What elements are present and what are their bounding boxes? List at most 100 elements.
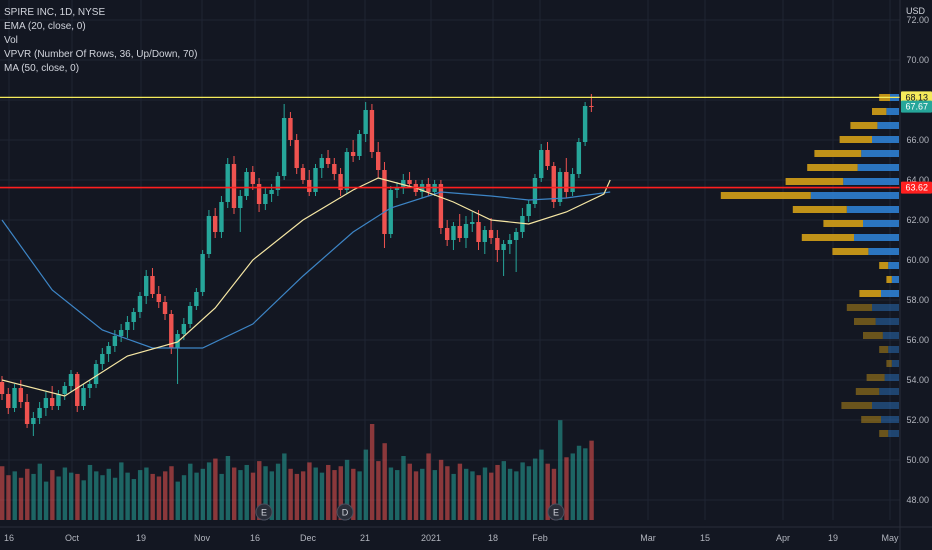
candle-body	[495, 238, 500, 250]
volume-bar	[6, 475, 11, 520]
vpvr-down-bar	[841, 402, 872, 409]
volume-bar	[94, 471, 99, 520]
volume-bar	[231, 467, 237, 520]
time-tick-label: 19	[136, 533, 146, 543]
candle-body	[275, 176, 281, 190]
price-tick-label: 58.00	[906, 295, 929, 305]
vpvr-down-bar	[832, 248, 869, 255]
candlesticks	[0, 94, 594, 436]
candle-body	[81, 388, 86, 406]
vpvr-down-bar	[879, 262, 889, 269]
last-price-tag: 67.67	[905, 102, 928, 112]
vpvr-up-bar	[881, 416, 899, 423]
price-tick-label: 66.00	[906, 135, 929, 145]
volume-bar	[551, 468, 557, 520]
vpvr-up-bar	[877, 122, 899, 129]
ma-label[interactable]: MA (50, close, 0)	[4, 63, 80, 74]
volume-bar	[181, 475, 187, 520]
candle-body	[219, 202, 224, 232]
symbol-title[interactable]: SPIRE INC, 1D, NYSE	[4, 7, 106, 18]
candle-body	[93, 364, 99, 384]
candle-body	[451, 226, 456, 240]
vpvr-up-bar	[846, 206, 899, 213]
volume-bar	[470, 471, 475, 520]
candle-body	[589, 106, 594, 107]
currency-label[interactable]: USD	[906, 6, 926, 16]
volume-bar	[269, 471, 275, 520]
time-tick-label: 16	[4, 533, 14, 543]
vpvr-up-bar	[810, 192, 899, 199]
candle-body	[300, 168, 306, 180]
volume-bar	[56, 476, 61, 520]
candle-body	[144, 276, 149, 296]
volume-bar	[225, 456, 231, 520]
candle-body	[294, 140, 299, 168]
vpvr-up-bar	[884, 374, 899, 381]
candle-body	[551, 166, 556, 202]
vpvr-label[interactable]: VPVR (Number Of Rows, 36, Up/Down, 70)	[4, 49, 198, 60]
volume-bar	[106, 468, 111, 520]
candle-body	[250, 172, 255, 184]
volume-bar	[275, 463, 281, 520]
candle-body	[438, 184, 444, 228]
grid	[0, 0, 900, 520]
volume-bar	[388, 467, 394, 520]
volume-bar	[420, 468, 425, 520]
volume-bar	[87, 464, 93, 520]
volume-bar	[294, 473, 300, 520]
candle-body	[256, 184, 262, 204]
vpvr-down-bar	[720, 192, 811, 199]
ema-label[interactable]: EMA (20, close, 0)	[4, 21, 86, 32]
time-tick-label: Dec	[300, 533, 317, 543]
vpvr-up-bar	[888, 430, 899, 437]
candle-body	[112, 336, 118, 346]
volume-bar	[31, 473, 36, 520]
volume-bar	[407, 463, 412, 520]
candle-body	[338, 174, 343, 190]
time-tick-label: Feb	[532, 533, 548, 543]
event-marker-label: E	[261, 508, 267, 518]
candle-body	[175, 334, 180, 348]
candle-body	[231, 164, 237, 208]
candle-body	[363, 110, 368, 134]
price-axis: 72.0070.0068.0066.0064.0062.0060.0058.00…	[899, 0, 932, 550]
vpvr-down-bar	[839, 136, 872, 143]
candle-body	[37, 408, 42, 418]
volume-bar	[125, 472, 130, 520]
candle-body	[507, 240, 513, 244]
candle-body	[106, 346, 111, 354]
price-tick-label: 54.00	[906, 375, 929, 385]
volume-bar	[319, 472, 325, 520]
candle-body	[357, 134, 362, 156]
candle-body	[150, 276, 155, 294]
candle-body	[24, 402, 30, 424]
volume-bar	[250, 472, 256, 520]
volume-bar	[357, 471, 362, 520]
candle-body	[313, 168, 318, 192]
support-price-tag: 63.62	[905, 183, 928, 193]
candle-body	[206, 216, 212, 254]
indicator-legend: SPIRE INC, 1D, NYSE EMA (20, close, 0) V…	[4, 6, 197, 76]
candle-body	[388, 190, 393, 234]
volume-bar	[507, 468, 513, 520]
candle-body	[100, 354, 105, 364]
candle-body	[532, 178, 538, 204]
vol-label[interactable]: Vol	[4, 35, 18, 46]
vpvr-down-bar	[886, 276, 892, 283]
volume-bar	[18, 477, 24, 520]
vpvr-down-bar	[785, 178, 844, 185]
vpvr-down-bar	[859, 290, 881, 297]
vpvr-down-bar	[854, 318, 876, 325]
time-tick-label: Apr	[776, 533, 790, 543]
volume-bar	[0, 466, 5, 520]
volume-bar	[369, 424, 375, 520]
candle-body	[332, 164, 337, 174]
vpvr-up-bar	[863, 220, 899, 227]
vpvr-down-bar	[801, 234, 854, 241]
candle-body	[482, 230, 487, 242]
candle-body	[444, 228, 450, 240]
volume-bar	[576, 445, 582, 520]
time-tick-label: 16	[250, 533, 260, 543]
candle-body	[238, 196, 243, 208]
